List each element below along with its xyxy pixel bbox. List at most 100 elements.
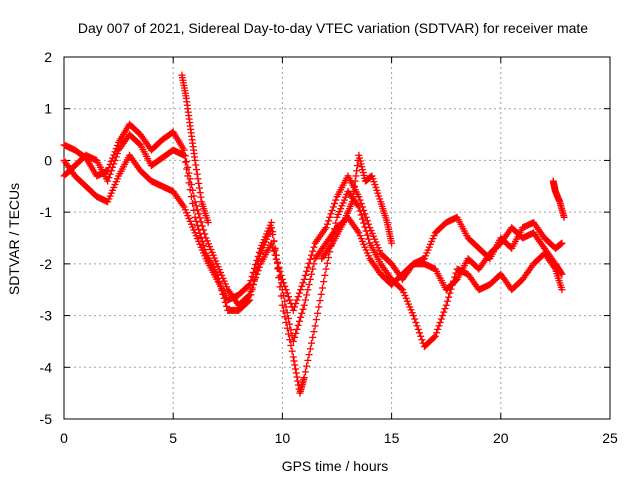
data-point [192, 202, 200, 210]
data-point [310, 260, 318, 268]
data-point [414, 325, 422, 333]
data-point [351, 177, 359, 185]
data-point [106, 170, 114, 178]
data-point [304, 356, 312, 364]
data-point [310, 328, 318, 336]
data-point [294, 321, 302, 329]
data-point [360, 219, 368, 227]
data-point [435, 322, 443, 330]
data-point [195, 225, 203, 233]
data-point [218, 286, 226, 294]
data-point [309, 265, 317, 273]
data-point [189, 200, 197, 208]
y-tick-label: -4 [40, 359, 53, 375]
data-point [441, 305, 449, 313]
data-point [361, 210, 369, 218]
data-point [282, 318, 290, 326]
data-point [293, 373, 301, 381]
data-point [448, 281, 456, 289]
data-point [283, 289, 291, 297]
data-point [446, 289, 454, 297]
data-point [328, 206, 336, 214]
data-point [109, 163, 117, 171]
data-point [254, 260, 262, 268]
data-point [299, 279, 307, 287]
data-point [221, 298, 229, 306]
data-point [181, 158, 189, 166]
data-point [353, 162, 361, 170]
data-point [300, 374, 308, 382]
data-point [411, 315, 419, 323]
data-point [198, 237, 206, 245]
data-point [200, 241, 208, 249]
y-tick-label: -2 [40, 256, 53, 272]
data-point [276, 272, 284, 280]
data-point [284, 293, 292, 301]
data-point [300, 301, 308, 309]
data-point [417, 332, 425, 340]
data-point [287, 341, 295, 349]
data-point [329, 203, 337, 211]
data-point [284, 330, 292, 338]
data-point [292, 329, 300, 337]
data-point [291, 333, 299, 341]
data-point [320, 278, 328, 286]
data-point [280, 291, 288, 299]
data-point [445, 293, 453, 301]
data-point [191, 213, 199, 221]
data-point [362, 227, 370, 235]
data-point [413, 322, 421, 330]
data-point [288, 347, 296, 355]
x-axis-label: GPS time / hours [282, 458, 389, 474]
y-axis-label: SDTVAR / TECUs [6, 183, 22, 295]
data-point [304, 263, 312, 271]
data-point [308, 339, 316, 347]
plot-frame [63, 56, 611, 420]
data-point [192, 217, 200, 225]
x-tick-labels: 0 5 10 15 20 25 [60, 430, 618, 446]
y-tick-label: 0 [44, 152, 52, 168]
data-point [322, 224, 330, 232]
data-point [309, 333, 317, 341]
data-point [250, 275, 258, 283]
data-point [355, 203, 363, 211]
data-point [197, 233, 205, 241]
data-point [246, 296, 254, 304]
data-point [278, 301, 286, 309]
data-point [107, 167, 115, 175]
data-point [447, 285, 455, 293]
data-point [193, 221, 201, 229]
data-point [195, 210, 203, 218]
data-point [300, 275, 308, 283]
data-point [291, 361, 299, 369]
data-point [309, 247, 317, 255]
data-point [443, 297, 451, 305]
data-point [308, 251, 316, 259]
data-point [299, 305, 307, 313]
data-point [306, 345, 314, 353]
data-point [350, 187, 358, 195]
data-point [294, 293, 302, 301]
data-point [317, 290, 325, 298]
data-point [191, 156, 199, 164]
data-point [308, 270, 316, 278]
data-point [281, 297, 289, 305]
data-point [113, 150, 121, 158]
data-point [440, 308, 448, 316]
data-point [217, 282, 225, 290]
data-point [430, 333, 438, 341]
data-point [558, 286, 566, 294]
data-point [270, 237, 278, 245]
data-point [409, 312, 417, 320]
data-point [223, 302, 231, 310]
y-tick-label: 1 [44, 101, 52, 117]
data-point [332, 196, 340, 204]
data-point [282, 303, 290, 311]
y-tick-label: -1 [40, 204, 53, 220]
data-point [249, 281, 257, 289]
data-point [297, 286, 305, 294]
data-point [432, 329, 440, 337]
data-point [292, 369, 300, 377]
data-point [449, 277, 457, 285]
